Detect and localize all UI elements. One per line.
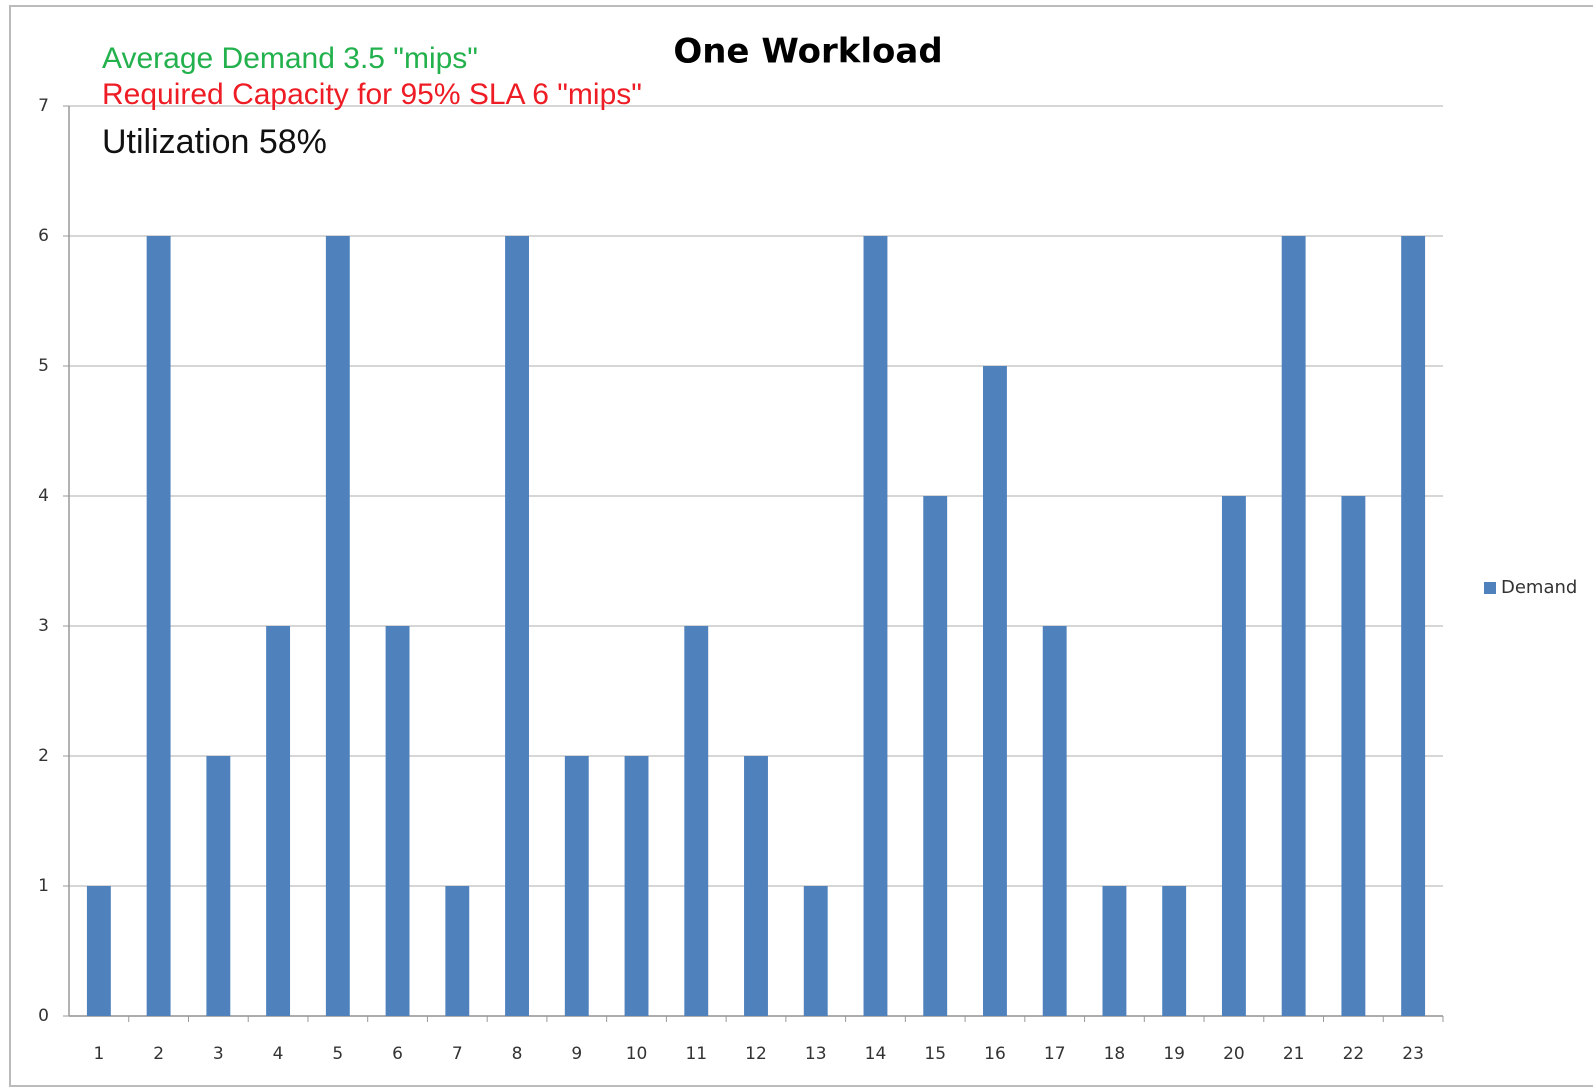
x-tick-label: 19 [1163,1044,1185,1064]
x-tick-label: 21 [1283,1044,1305,1064]
y-tick-label: 3 [38,616,49,636]
bar [923,496,948,1016]
x-tick-label: 18 [1104,1044,1126,1064]
bar [744,756,768,1016]
y-tick-label: 4 [38,486,49,506]
x-tick-label: 15 [924,1044,946,1064]
chart-title: One Workload [673,32,942,72]
x-tick-label: 6 [392,1044,403,1064]
bar [863,236,888,1016]
legend-swatch [1484,582,1496,594]
x-tick-label: 7 [452,1044,463,1064]
x-tick-label: 3 [213,1044,224,1064]
bar [445,886,470,1016]
x-tick-label: 1 [93,1044,104,1064]
bar [1341,496,1366,1016]
bar [1042,626,1067,1016]
bar [1221,496,1246,1016]
y-tick-label: 2 [38,746,49,766]
x-tick-label: 9 [571,1044,582,1064]
bar [1102,886,1127,1016]
x-tick-label: 22 [1343,1044,1365,1064]
x-tick-label: 23 [1402,1044,1424,1064]
x-tick-label: 20 [1223,1044,1245,1064]
bar [1401,236,1426,1016]
y-tick-label: 6 [38,226,49,246]
bar [624,756,649,1016]
y-tick-label: 5 [38,356,49,376]
x-tick-label: 10 [626,1044,648,1064]
x-tick-label: 11 [685,1044,707,1064]
x-tick-label: 4 [273,1044,284,1064]
bar [266,626,291,1016]
x-tick-label: 13 [805,1044,827,1064]
bar [86,886,111,1016]
bar [206,756,231,1016]
x-tick-label: 2 [153,1044,164,1064]
y-tick-label: 1 [38,876,49,896]
bar [684,626,709,1016]
annotation: Utilization 58% [102,123,327,161]
annotation: Required Capacity for 95% SLA 6 "mips" [102,78,642,111]
x-tick-label: 14 [865,1044,887,1064]
bar [1281,236,1306,1016]
bar [803,886,828,1016]
x-tick-label: 8 [512,1044,523,1064]
x-tick-label: 12 [745,1044,767,1064]
bar [146,236,171,1016]
bar [505,236,529,1016]
bar [983,366,1007,1016]
annotation: Average Demand 3.5 "mips" [102,42,478,75]
bar [1162,886,1187,1016]
bar [325,236,350,1016]
x-tick-label: 5 [332,1044,343,1064]
bar [564,756,589,1016]
legend-label: Demand [1501,577,1577,598]
chart-frame [9,5,1593,1087]
y-tick-label: 0 [38,1006,49,1026]
bar [385,626,410,1016]
x-tick-label: 16 [984,1044,1006,1064]
y-tick-label: 7 [38,96,49,116]
x-tick-label: 17 [1044,1044,1066,1064]
